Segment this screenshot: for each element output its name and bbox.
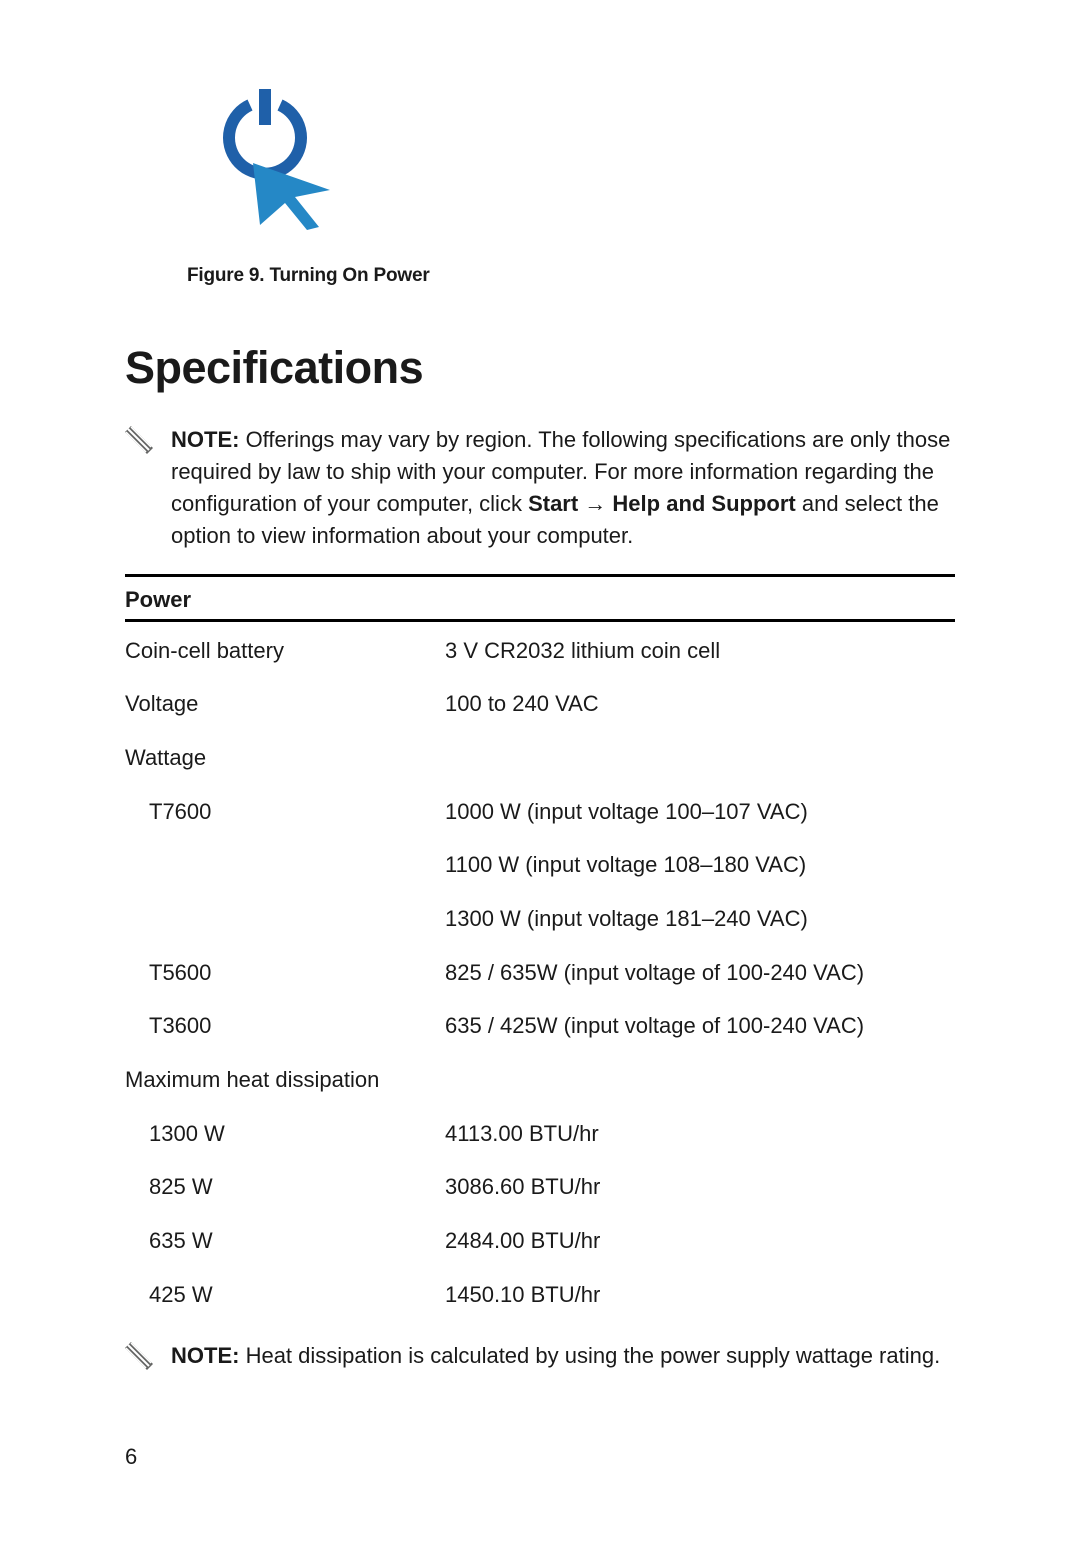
- table-row: T5600825 / 635W (input voltage of 100-24…: [125, 946, 955, 1000]
- note2-body: Heat dissipation is calculated by using …: [239, 1343, 940, 1368]
- note1-arrow: →: [578, 491, 612, 516]
- spec-section-header: Power: [125, 577, 955, 622]
- spec-value: 1300 W (input voltage 181–240 VAC): [445, 904, 955, 934]
- spec-value: 4113.00 BTU/hr: [445, 1119, 955, 1149]
- note1-help: Help and Support: [612, 491, 795, 516]
- note-heat-dissipation: NOTE: Heat dissipation is calculated by …: [125, 1340, 955, 1375]
- power-on-icon: [195, 85, 340, 230]
- page-container: Figure 9. Turning On Power Specification…: [0, 0, 1080, 1545]
- note-icon: [125, 1342, 153, 1375]
- spec-label: 825 W: [125, 1172, 445, 1202]
- spec-table: Power Coin-cell battery3 V CR2032 lithiu…: [125, 574, 955, 1322]
- note2-label: NOTE:: [171, 1343, 239, 1368]
- table-row: Coin-cell battery3 V CR2032 lithium coin…: [125, 622, 955, 678]
- table-row: 425 W1450.10 BTU/hr: [125, 1268, 955, 1322]
- spec-value: [445, 743, 955, 773]
- spec-value: 825 / 635W (input voltage of 100-240 VAC…: [445, 958, 955, 988]
- note1-start: Start: [528, 491, 578, 516]
- spec-label: [125, 904, 445, 934]
- spec-value: [445, 1065, 955, 1095]
- spec-value: 3 V CR2032 lithium coin cell: [445, 636, 955, 666]
- table-row: 1300 W4113.00 BTU/hr: [125, 1107, 955, 1161]
- spec-value: 100 to 240 VAC: [445, 689, 955, 719]
- spec-label: [125, 850, 445, 880]
- table-row: T76001000 W (input voltage 100–107 VAC): [125, 785, 955, 839]
- spec-value: 3086.60 BTU/hr: [445, 1172, 955, 1202]
- note-text: NOTE: Offerings may vary by region. The …: [171, 424, 955, 552]
- table-row: T3600635 / 425W (input voltage of 100-24…: [125, 999, 955, 1053]
- spec-label: Voltage: [125, 689, 445, 719]
- page-number: 6: [125, 1444, 137, 1470]
- figure-turning-on-power: [195, 85, 955, 235]
- spec-label: Maximum heat dissipation: [125, 1065, 445, 1095]
- spec-value: 1450.10 BTU/hr: [445, 1280, 955, 1310]
- figure-caption: Figure 9. Turning On Power: [187, 265, 955, 287]
- heading-specifications: Specifications: [125, 342, 955, 394]
- spec-label: 425 W: [125, 1280, 445, 1310]
- note-icon: [125, 426, 153, 459]
- spec-label: T5600: [125, 958, 445, 988]
- spec-label: 635 W: [125, 1226, 445, 1256]
- spec-label: T3600: [125, 1011, 445, 1041]
- table-row: 825 W3086.60 BTU/hr: [125, 1160, 955, 1214]
- table-row: 1100 W (input voltage 108–180 VAC): [125, 838, 955, 892]
- spec-label: Coin-cell battery: [125, 636, 445, 666]
- table-row: Voltage100 to 240 VAC: [125, 677, 955, 731]
- spec-label: 1300 W: [125, 1119, 445, 1149]
- spec-label: T7600: [125, 797, 445, 827]
- spec-label: Wattage: [125, 743, 445, 773]
- spec-value: 1000 W (input voltage 100–107 VAC): [445, 797, 955, 827]
- note-label: NOTE:: [171, 427, 239, 452]
- table-row: 1300 W (input voltage 181–240 VAC): [125, 892, 955, 946]
- spec-value: 635 / 425W (input voltage of 100-240 VAC…: [445, 1011, 955, 1041]
- note-offerings: NOTE: Offerings may vary by region. The …: [125, 424, 955, 552]
- spec-value: 1100 W (input voltage 108–180 VAC): [445, 850, 955, 880]
- note2-text: NOTE: Heat dissipation is calculated by …: [171, 1340, 940, 1372]
- table-row: Wattage: [125, 731, 955, 785]
- table-row: 635 W2484.00 BTU/hr: [125, 1214, 955, 1268]
- spec-rows-container: Coin-cell battery3 V CR2032 lithium coin…: [125, 622, 955, 1322]
- table-row: Maximum heat dissipation: [125, 1053, 955, 1107]
- spec-value: 2484.00 BTU/hr: [445, 1226, 955, 1256]
